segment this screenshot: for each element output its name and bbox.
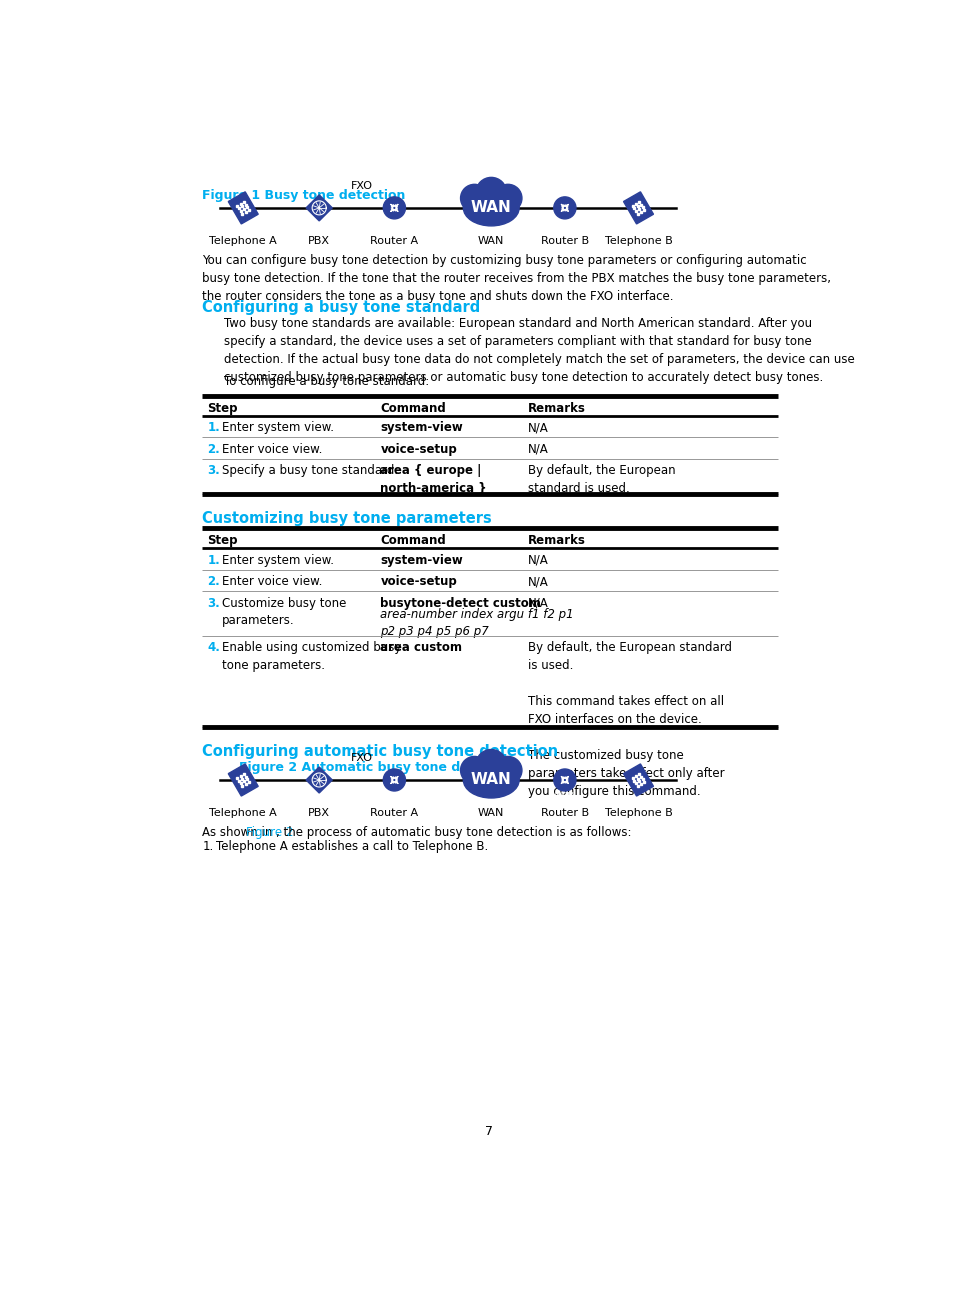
- Circle shape: [383, 197, 405, 219]
- Text: Router B: Router B: [540, 236, 588, 246]
- Text: WAN: WAN: [471, 201, 511, 215]
- Circle shape: [476, 749, 506, 780]
- Text: ROUTER: ROUTER: [384, 792, 404, 797]
- Circle shape: [476, 178, 506, 207]
- Circle shape: [553, 197, 576, 219]
- Text: Telephone B: Telephone B: [604, 807, 672, 818]
- Text: Remarks: Remarks: [527, 402, 585, 415]
- Text: PBX: PBX: [308, 236, 330, 246]
- Text: Step: Step: [208, 534, 238, 547]
- Text: 4.: 4.: [208, 642, 220, 654]
- Circle shape: [383, 769, 405, 791]
- Text: Figure 2: Figure 2: [246, 826, 294, 840]
- Text: Telephone A: Telephone A: [209, 236, 276, 246]
- Text: Figure 1 Busy tone detection: Figure 1 Busy tone detection: [202, 189, 405, 202]
- Text: FXO: FXO: [351, 181, 373, 191]
- Polygon shape: [228, 192, 258, 224]
- Polygon shape: [306, 194, 332, 220]
- Text: Command: Command: [380, 534, 446, 547]
- Text: system-view: system-view: [380, 553, 463, 566]
- Polygon shape: [228, 763, 258, 796]
- Text: area custom: area custom: [380, 642, 462, 654]
- Text: Router A: Router A: [370, 807, 418, 818]
- Text: Enter system view.: Enter system view.: [221, 421, 334, 434]
- Text: 1.: 1.: [208, 553, 220, 566]
- Text: Configuring a busy tone standard: Configuring a busy tone standard: [202, 299, 480, 315]
- Text: voice-setup: voice-setup: [380, 443, 456, 456]
- Circle shape: [460, 757, 488, 784]
- Text: Telephone B: Telephone B: [604, 236, 672, 246]
- Text: Step: Step: [208, 402, 238, 415]
- Polygon shape: [623, 763, 653, 796]
- Text: Configuring automatic busy tone detection: Configuring automatic busy tone detectio…: [202, 744, 558, 758]
- Text: Specify a busy tone standard.: Specify a busy tone standard.: [221, 464, 397, 477]
- Circle shape: [494, 757, 521, 784]
- Text: By default, the European standard
is used.
 
This command takes effect on all
FX: By default, the European standard is use…: [527, 642, 731, 798]
- Text: Two busy tone standards are available: European standard and North American stan: Two busy tone standards are available: E…: [224, 316, 854, 384]
- Text: Command: Command: [380, 402, 446, 415]
- Text: PBX: PBX: [314, 794, 323, 798]
- Text: You can configure busy tone detection by customizing busy tone parameters or con: You can configure busy tone detection by…: [202, 254, 830, 303]
- Text: ROUTER: ROUTER: [555, 792, 575, 797]
- Text: 2.: 2.: [208, 575, 220, 588]
- Text: As shown in: As shown in: [202, 826, 276, 840]
- Text: Telephone A: Telephone A: [209, 807, 276, 818]
- Text: Enter system view.: Enter system view.: [221, 553, 334, 566]
- Text: N/A: N/A: [527, 553, 548, 566]
- Text: Telephone A establishes a call to Telephone B.: Telephone A establishes a call to Teleph…: [216, 840, 488, 854]
- Text: WAN: WAN: [477, 236, 504, 246]
- Text: 3.: 3.: [208, 596, 220, 609]
- Text: 3.: 3.: [208, 464, 220, 477]
- Text: area-number index argu f1 f2 p1
p2 p3 p4 p5 p6 p7: area-number index argu f1 f2 p1 p2 p3 p4…: [380, 608, 574, 638]
- Text: voice-setup: voice-setup: [380, 575, 456, 588]
- Text: Enter voice view.: Enter voice view.: [221, 443, 321, 456]
- Text: ROUTER: ROUTER: [384, 220, 404, 224]
- Text: Remarks: Remarks: [527, 534, 585, 547]
- Text: 7: 7: [484, 1125, 493, 1138]
- Text: WAN: WAN: [471, 772, 511, 788]
- Text: Customize busy tone
parameters.: Customize busy tone parameters.: [221, 596, 346, 627]
- Circle shape: [553, 769, 576, 791]
- Text: system-view: system-view: [380, 421, 463, 434]
- Text: 1.: 1.: [208, 421, 220, 434]
- Circle shape: [460, 184, 488, 213]
- Text: ROUTER: ROUTER: [555, 220, 575, 224]
- Text: 1.: 1.: [202, 840, 213, 854]
- Text: Customizing busy tone parameters: Customizing busy tone parameters: [202, 511, 492, 526]
- Circle shape: [494, 184, 521, 213]
- Text: Enable using customized busy
tone parameters.: Enable using customized busy tone parame…: [221, 642, 400, 671]
- Text: N/A: N/A: [527, 575, 548, 588]
- Text: 2.: 2.: [208, 443, 220, 456]
- Text: N/A: N/A: [527, 596, 548, 609]
- Text: PBX: PBX: [314, 223, 323, 227]
- Polygon shape: [623, 192, 653, 224]
- Text: N/A: N/A: [527, 421, 548, 434]
- Ellipse shape: [463, 762, 518, 798]
- Text: Enter voice view.: Enter voice view.: [221, 575, 321, 588]
- Text: To configure a busy tone standard:: To configure a busy tone standard:: [224, 376, 429, 389]
- Text: Router A: Router A: [370, 236, 418, 246]
- Text: FXO: FXO: [351, 753, 373, 763]
- Text: Router B: Router B: [540, 807, 588, 818]
- Text: , the process of automatic busy tone detection is as follows:: , the process of automatic busy tone det…: [275, 826, 631, 840]
- Text: area { europe |
north-america }: area { europe | north-america }: [380, 464, 487, 495]
- Text: WAN: WAN: [477, 807, 504, 818]
- Text: PBX: PBX: [308, 807, 330, 818]
- Text: busytone-detect custom: busytone-detect custom: [380, 596, 540, 609]
- Polygon shape: [306, 767, 332, 793]
- Text: N/A: N/A: [527, 443, 548, 456]
- Ellipse shape: [463, 189, 518, 226]
- Text: Figure 2 Automatic busy tone detection: Figure 2 Automatic busy tone detection: [239, 761, 517, 774]
- Text: By default, the European
standard is used.: By default, the European standard is use…: [527, 464, 675, 495]
